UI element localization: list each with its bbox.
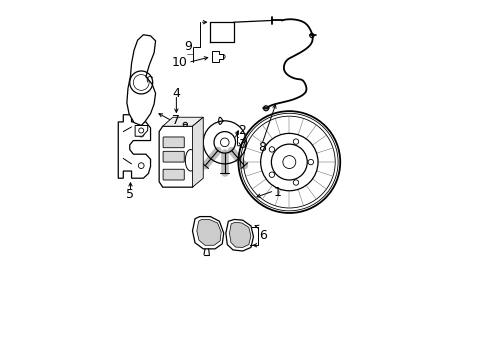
Text: 1: 1 <box>273 186 281 199</box>
Text: 2: 2 <box>238 124 245 137</box>
Text: 7: 7 <box>172 114 180 127</box>
Text: 9: 9 <box>184 40 192 53</box>
Polygon shape <box>159 126 196 187</box>
FancyBboxPatch shape <box>163 169 184 180</box>
FancyBboxPatch shape <box>163 151 184 162</box>
Circle shape <box>183 122 187 127</box>
Polygon shape <box>135 126 147 136</box>
Polygon shape <box>196 220 221 245</box>
Text: 4: 4 <box>172 87 180 100</box>
Polygon shape <box>211 51 223 62</box>
FancyBboxPatch shape <box>163 137 184 148</box>
Polygon shape <box>192 117 203 187</box>
Polygon shape <box>229 222 250 247</box>
Text: 8: 8 <box>257 141 265 154</box>
Text: 10: 10 <box>171 56 187 69</box>
Polygon shape <box>192 217 223 249</box>
Polygon shape <box>118 115 150 178</box>
Text: 6: 6 <box>259 229 267 242</box>
Text: 3: 3 <box>238 138 245 150</box>
Polygon shape <box>225 220 253 251</box>
Circle shape <box>263 106 268 111</box>
Text: 5: 5 <box>126 188 134 201</box>
Polygon shape <box>163 117 203 126</box>
Polygon shape <box>126 35 155 126</box>
